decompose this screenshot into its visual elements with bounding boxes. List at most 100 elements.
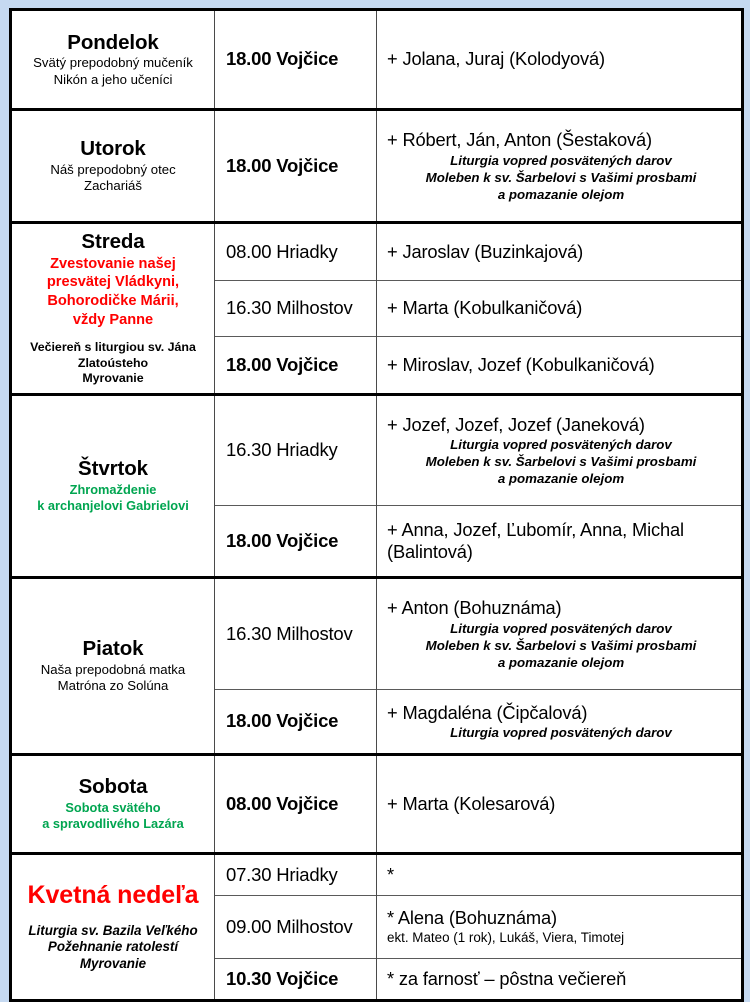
day-name: Sobota xyxy=(78,775,148,799)
service-intention-cell: * xyxy=(376,852,743,895)
day-feast-text: Naša prepodobná matka Matróna zo Solúna xyxy=(18,662,208,695)
intention-subnote: a pomazanie olejom xyxy=(497,471,625,487)
day-feast-line: Bohorodičke Márii, xyxy=(47,292,179,309)
day-name: Štvrtok xyxy=(78,457,148,481)
day-note-line: Liturgia sv. Bazila Veľkého xyxy=(28,922,198,938)
day-feast-line: Svätý prepodobný mučeník xyxy=(33,55,193,71)
day-note-line: Zlatoústeho xyxy=(77,355,149,370)
service-time-cell: 08.00 Hriadky xyxy=(214,220,377,281)
intention-subnote: Liturgia vopred posvätených darov xyxy=(450,152,672,168)
day-cell: Kvetná nedeľa Liturgia sv. Bazila Veľkého… xyxy=(10,851,215,1001)
schedule-row: Sobota Sobota svätého a spravodlivého Lazá… xyxy=(10,752,743,854)
day-feast-line: vždy Panne xyxy=(72,311,154,328)
day-feast-line: Zhromaždenie xyxy=(69,482,157,498)
day-note-text: Večiereň s liturgiou sv. Jána Zlatoústeho… xyxy=(18,340,208,387)
intention-text: + Marta (Kobulkaničová) xyxy=(387,297,583,319)
day-feast-line: Naša prepodobná matka xyxy=(40,661,186,677)
service-intention-cell: + Jaroslav (Buzinkajová) xyxy=(376,220,743,281)
page-frame: Pondelok Svätý prepodobný mučeník Nikón a … xyxy=(9,8,744,1002)
intention-text: + Marta (Kolesarová) xyxy=(387,792,556,814)
intention-subnote: Liturgia vopred posvätených darov xyxy=(450,724,672,740)
day-feast-line: Zachariáš xyxy=(84,178,142,194)
intention-text: + Magdaléna (Čipčalová) xyxy=(387,701,588,723)
day-feast-text: Náš prepodobný otec Zachariáš xyxy=(18,162,208,195)
intention-subnote: Moleben k sv. Šarbelovi s Vašimi prosbam… xyxy=(425,454,697,470)
day-name: Utorok xyxy=(80,136,146,160)
schedule-row: 09.00 Milhostov * Alena (Bohuznáma) ekt. M… xyxy=(11,894,743,959)
day-feast-text: Zvestovanie našej presvätej Vládkyni, Boho… xyxy=(18,255,208,330)
day-group: Kvetná nedeľa Liturgia sv. Bazila Veľkého… xyxy=(10,851,743,1001)
day-feast-line: Zvestovanie našej xyxy=(50,255,176,272)
service-intention-cell: + Jolana, Juraj (Kolodyová) xyxy=(376,9,743,110)
intention-text: * xyxy=(387,863,394,885)
liturgical-schedule-table: Pondelok Svätý prepodobný mučeník Nikón a … xyxy=(9,8,744,1002)
day-cell: Piatok Naša prepodobná matka Matróna zo So… xyxy=(10,576,215,755)
intention-subnote: Liturgia vopred posvätených darov xyxy=(450,620,672,636)
intention-text: + Miroslav, Jozef (Kobulkaničová) xyxy=(387,353,655,375)
service-time-cell: 09.00 Milhostov xyxy=(214,894,377,959)
schedule-row: Pondelok Svätý prepodobný mučeník Nikón a … xyxy=(11,9,743,110)
day-note-line: Myrovanie xyxy=(79,956,147,972)
intention-subnote: Liturgia vopred posvätených darov xyxy=(450,437,672,453)
schedule-row: 18.00 Vojčice + Miroslav, Jozef (Kobulkan… xyxy=(11,335,743,395)
schedule-row: 18.00 Vojčice + Anna, Jozef, Ľubomír, Ann… xyxy=(11,505,743,578)
service-intention-cell: + Marta (Kobulkaničová) xyxy=(376,279,743,337)
service-intention-cell: + Anton (Bohuznáma) Liturgia vopred posvä… xyxy=(376,576,743,690)
day-name: Streda xyxy=(81,229,145,253)
day-group: Pondelok Svätý prepodobný mučeník Nikón a … xyxy=(11,9,743,110)
day-note-line: Myrovanie xyxy=(82,371,144,386)
day-note-line: Večiereň s liturgiou sv. Jána xyxy=(30,340,196,355)
intention-text: + Anna, Jozef, Ľubomír, Anna, Michal (Ba… xyxy=(387,518,684,563)
service-time-cell: 16.30 Hriadky xyxy=(214,392,377,506)
day-group: Štvrtok Zhromaždenie k archanjelovi Gabrie… xyxy=(10,392,743,578)
day-cell: Utorok Náš prepodobný otec Zachariáš xyxy=(10,108,215,223)
intention-text: + Róbert, Ján, Anton (Šestaková) xyxy=(387,129,652,151)
schedule-row: Streda Zvestovanie našej presvätej Vládkyn… xyxy=(10,220,743,395)
day-feast-line: Matróna zo Solúna xyxy=(57,678,169,694)
intention-text: + Jaroslav (Buzinkajová) xyxy=(387,240,584,262)
day-cell: Štvrtok Zhromaždenie k archanjelovi Gabrie… xyxy=(10,392,215,578)
day-feast-line: Nikón a jeho učeníci xyxy=(53,71,173,87)
service-intention-cell: * Alena (Bohuznáma) ekt. Mateo (1 rok), L… xyxy=(376,894,743,959)
day-group: Utorok Náš prepodobný otec Zachariáš 18.00 … xyxy=(10,108,743,223)
schedule-row: 16.30 Milhostov + Marta (Kobulkaničová) xyxy=(11,279,743,337)
service-time-cell: 07.30 Hriadky xyxy=(214,852,377,895)
day-name: Kvetná nedeľa xyxy=(27,880,199,909)
schedule-row: Kvetná nedeľa Liturgia sv. Bazila Veľkého… xyxy=(10,851,743,1001)
intention-subnote: a pomazanie olejom xyxy=(497,654,625,670)
intention-subnote: Moleben k sv. Šarbelovi s Vašimi prosbam… xyxy=(425,169,697,185)
day-feast-text: Sobota svätého a spravodlivého Lazára xyxy=(18,800,208,833)
intention-subnote: a pomazanie olejom xyxy=(497,186,625,202)
service-intention-cell: + Miroslav, Jozef (Kobulkaničová) xyxy=(376,335,743,395)
intention-text: * za farnosť – pôstna večiereň xyxy=(387,967,627,989)
day-group: Piatok Naša prepodobná matka Matróna zo So… xyxy=(10,576,743,755)
intention-text: * Alena (Bohuznáma) xyxy=(387,907,557,929)
service-time-cell: 08.00 Vojčice xyxy=(214,752,377,854)
intention-subnote: ekt. Mateo (1 rok), Lukáš, Viera, Timote… xyxy=(387,930,625,946)
day-group: Streda Zvestovanie našej presvätej Vládkyn… xyxy=(10,220,743,395)
day-name: Piatok xyxy=(82,636,144,660)
day-group: Sobota Sobota svätého a spravodlivého Lazá… xyxy=(10,752,743,854)
day-note-line: Požehnanie ratolestí xyxy=(47,939,179,955)
schedule-row: Piatok Naša prepodobná matka Matróna zo So… xyxy=(10,576,743,755)
day-name: Pondelok xyxy=(67,30,159,54)
service-time-cell: 18.00 Vojčice xyxy=(214,688,377,755)
intention-subnote: Moleben k sv. Šarbelovi s Vašimi prosbam… xyxy=(425,637,697,653)
service-intention-cell: * za farnosť – pôstna večiereň xyxy=(376,958,743,1001)
day-cell: Streda Zvestovanie našej presvätej Vládkyn… xyxy=(10,220,215,395)
service-time-cell: 16.30 Milhostov xyxy=(214,279,377,337)
day-feast-line: a spravodlivého Lazára xyxy=(42,816,184,832)
service-intention-cell: + Anna, Jozef, Ľubomír, Anna, Michal (Ba… xyxy=(376,505,743,578)
service-time-cell: 18.00 Vojčice xyxy=(214,505,377,578)
service-time-cell: 16.30 Milhostov xyxy=(214,576,377,690)
service-time-cell: 18.00 Vojčice xyxy=(214,9,377,110)
service-intention-cell: + Magdaléna (Čipčalová) Liturgia vopred p… xyxy=(376,688,743,755)
day-cell: Pondelok Svätý prepodobný mučeník Nikón a … xyxy=(11,10,215,110)
day-feast-line: k archanjelovi Gabrielovi xyxy=(37,498,189,514)
day-feast-text: Zhromaždenie k archanjelovi Gabrielovi xyxy=(18,482,208,515)
day-note-text: Liturgia sv. Bazila Veľkého Požehnanie ra… xyxy=(18,923,208,973)
schedule-row: 18.00 Vojčice + Magdaléna (Čipčalová) Litu… xyxy=(11,688,743,755)
service-intention-cell: + Marta (Kolesarová) xyxy=(376,752,743,854)
day-feast-line: Sobota svätého xyxy=(65,799,161,815)
service-time-cell: 18.00 Vojčice xyxy=(214,108,377,223)
